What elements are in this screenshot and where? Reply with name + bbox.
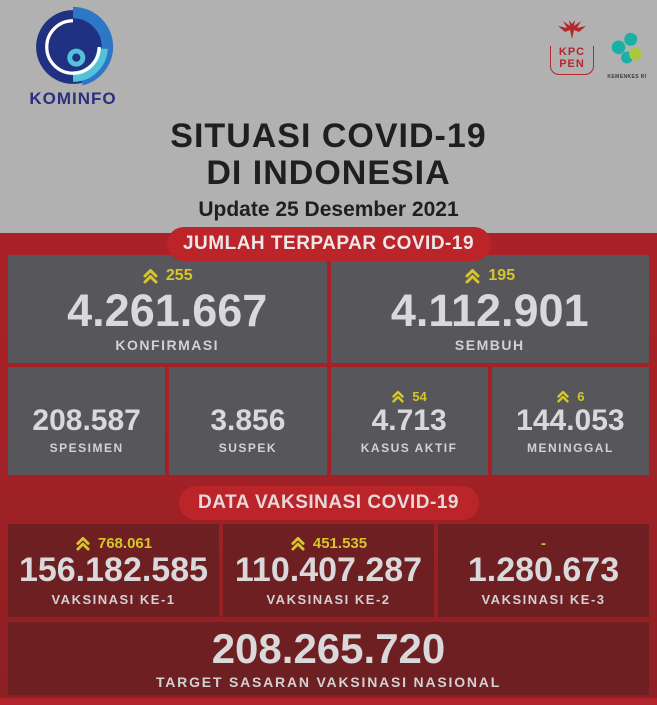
target-value: 208.265.720 [211,625,446,673]
terpapar-banner: JUMLAH TERPAPAR COVID-19 [166,227,491,261]
footer-red-strip [0,698,657,705]
konfirmasi-delta: 255 [165,266,193,284]
terpapar-row-1: 255 4.261.667 KONFIRMASI 195 4.112.901 S… [8,255,649,363]
sembuh-delta-row: 195 [464,265,515,287]
terpapar-row-2: 208.587 SPESIMEN 3.856 SUSPEK 54 4.713 K… [8,367,649,475]
konfirmasi-delta-row: 255 [142,265,193,287]
chevron-up-icon [556,390,570,403]
chevron-up-icon [75,536,91,551]
vaksinasi-2-delta-row: 451.535 [290,534,367,553]
vaksinasi-2-label: VAKSINASI KE-2 [266,591,391,607]
chevron-up-icon [290,536,306,551]
kemenkes-label: KEMENKES RI [607,74,647,80]
vaksinasi-1-label: VAKSINASI KE-1 [51,591,176,607]
kpcpen-label: KPC PEN [558,46,586,70]
vaksinasi-3-delta-row: - [541,534,546,553]
sembuh-label: SEMBUH [454,337,525,354]
kpcpen-shield: KPC PEN [550,46,594,76]
vaksinasi-1-delta: 768.061 [97,535,153,553]
card-sembuh: 195 4.112.901 SEMBUH [330,255,649,363]
kasus-aktif-delta: 54 [412,388,427,404]
kpcpen-logo: KPC PEN [546,20,598,76]
meninggal-delta-row: 6 [556,387,584,405]
kominfo-logo: KOMINFO [16,6,130,109]
card-meninggal: 6 144.053 MENINGGAL [491,367,649,475]
title-line-1: SITUASI COVID-19 [170,117,487,155]
vaksinasi-2-value: 110.407.287 [234,551,423,590]
card-target-nasional: 208.265.720 TARGET SASARAN VAKSINASI NAS… [8,622,649,695]
vaksinasi-3-value: 1.280.673 [467,551,620,590]
sembuh-value: 4.112.901 [390,284,589,336]
card-vaksinasi-1: 768.061 156.182.585 VAKSINASI KE-1 [8,524,219,617]
meninggal-delta: 6 [577,388,585,404]
update-date: Update 25 Desember 2021 [198,198,459,222]
suspek-value: 3.856 [210,404,286,438]
vaksinasi-row: 768.061 156.182.585 VAKSINASI KE-1 451.5… [8,524,649,617]
suspek-label: SUSPEK [218,440,278,455]
vaksinasi-banner: DATA VAKSINASI COVID-19 [178,486,479,520]
spesimen-value: 208.587 [32,404,141,438]
kasus-aktif-label: KASUS AKTIF [360,440,458,455]
vaksinasi-1-value: 156.182.585 [18,551,209,590]
card-suspek: 3.856 SUSPEK [169,367,327,475]
meninggal-label: MENINGGAL [526,440,614,455]
chevron-up-icon [464,268,481,284]
garuda-icon [558,20,586,39]
kasus-aktif-value: 4.713 [371,404,447,438]
konfirmasi-label: KONFIRMASI [115,337,220,354]
kominfo-label: KOMINFO [29,89,117,108]
vaksinasi-3-delta: - [541,535,546,553]
kasus-aktif-delta-row: 54 [391,387,427,405]
statistics-section: JUMLAH TERPAPAR COVID-19 255 4.261.667 K… [0,227,657,705]
card-vaksinasi-3: - 1.280.673 VAKSINASI KE-3 [438,524,649,617]
vaksinasi-1-delta-row: 768.061 [75,534,152,553]
vaksinasi-2-delta: 451.535 [312,535,368,553]
sembuh-delta: 195 [488,266,516,284]
chevron-up-icon [391,390,405,403]
spesimen-label: SPESIMEN [49,440,124,455]
card-konfirmasi: 255 4.261.667 KONFIRMASI [8,255,327,363]
title-line-2: DI INDONESIA [206,153,451,192]
target-label: TARGET SASARAN VAKSINASI NASIONAL [155,673,502,690]
kominfo-wave-icon [36,6,114,86]
konfirmasi-value: 4.261.667 [67,284,268,336]
card-spesimen: 208.587 SPESIMEN [8,367,166,475]
title-block: SITUASI COVID-19 DI INDONESIA Update 25 … [0,118,657,222]
kemenkes-clover-icon [611,32,642,64]
meninggal-value: 144.053 [516,404,625,438]
kemenkes-logo: KEMENKES RI [602,32,652,80]
vaksinasi-3-label: VAKSINASI KE-3 [481,591,606,607]
card-kasus-aktif: 54 4.713 KASUS AKTIF [330,367,488,475]
chevron-up-icon [142,268,159,284]
card-vaksinasi-2: 451.535 110.407.287 VAKSINASI KE-2 [223,524,434,617]
